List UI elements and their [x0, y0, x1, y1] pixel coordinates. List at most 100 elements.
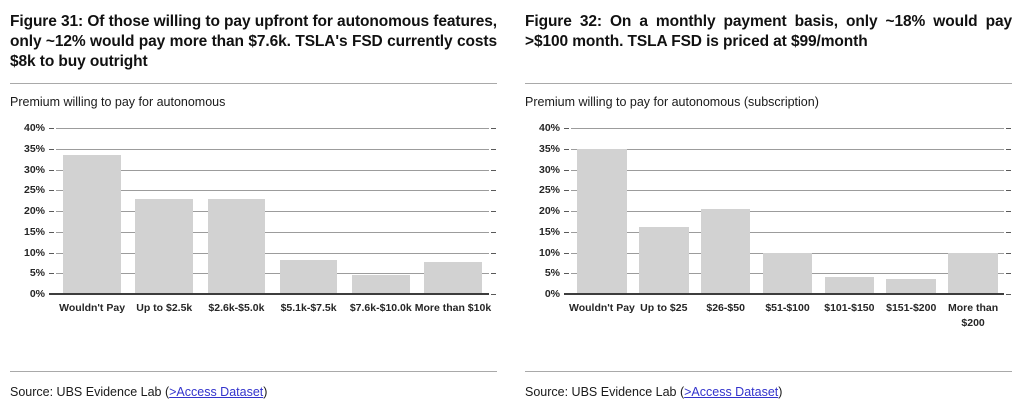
y-tick-label: 15% [538, 225, 560, 238]
gridline [571, 190, 1004, 192]
x-tick-label-text: $5.1k-$7.5k [280, 302, 337, 314]
x-tick-label-text: More than $10k [414, 302, 492, 314]
bar-slot [695, 128, 757, 294]
y-axis-tick [49, 211, 54, 212]
source-text: Source: UBS Evidence Lab ( [10, 385, 170, 399]
y-tick-label: 5% [544, 267, 560, 280]
y-axis-tick [564, 252, 569, 254]
bar-series [56, 128, 489, 294]
y-axis-tick [564, 231, 569, 233]
x-tick-label: $151-$200 [880, 301, 942, 330]
bar-slot [345, 128, 417, 294]
y-axis-tick [1006, 169, 1011, 171]
bar-slot [273, 128, 345, 294]
y-axis-tick [491, 148, 496, 150]
gridline [56, 148, 489, 150]
y-tick-label: 5% [29, 267, 45, 280]
y-tick-label: 30% [23, 163, 45, 176]
y-axis-tick [491, 190, 496, 192]
y-axis-tick [491, 169, 496, 171]
y-axis-tick [564, 190, 569, 192]
x-tick-label-text: Up to $25 [640, 302, 688, 314]
y-tick-label: 35% [538, 142, 560, 155]
y-axis-tick [49, 190, 54, 192]
y-axis-tick [1006, 294, 1011, 295]
bar-chart-upfront: 40% 35% 30% 25% 20% 15% 10% 5% 0% [10, 122, 497, 300]
y-axis-tick [1006, 273, 1011, 275]
x-tick-label: Up to $25 [633, 301, 695, 330]
x-tick-label: $5.1k-$7.5k [273, 301, 345, 316]
gridline [56, 252, 489, 254]
y-tick-label: 0% [29, 288, 45, 300]
source-line: Source: UBS Evidence Lab (>Access Datase… [525, 372, 1012, 413]
x-axis-line [49, 293, 489, 295]
y-tick-label: 0% [544, 288, 560, 300]
bar-slot [880, 128, 942, 294]
gridline [571, 148, 1004, 150]
y-axis-tick [491, 294, 496, 295]
bar [207, 199, 266, 294]
bar-chart-subscription: 40% 35% 30% 25% 20% 15% 10% 5% 0% [525, 122, 1012, 300]
bar [424, 262, 482, 294]
x-tick-label-text: $26-$50 [706, 302, 745, 314]
y-axis-tick [1006, 211, 1011, 212]
x-tick-label-text: $151-$200 [886, 302, 937, 314]
bar [948, 252, 998, 294]
y-tick-label: 25% [538, 184, 560, 197]
figure-32-title: Figure 32: On a monthly payment basis, o… [525, 13, 1012, 50]
y-tick-label: 20% [23, 205, 45, 217]
y-axis: 40% 35% 30% 25% 20% 15% 10% 5% 0% [10, 122, 48, 300]
footer-divider [10, 371, 497, 372]
gridline [571, 211, 1004, 212]
y-axis-tick [49, 231, 54, 233]
bar [700, 208, 751, 294]
figure-footer: Source: UBS Evidence Lab (>Access Datase… [525, 371, 1012, 413]
bar-slot [200, 128, 272, 294]
x-tick-label-text: $101-$150 [824, 302, 875, 314]
x-tick-label-text: $7.6k-$10.0k [349, 302, 412, 314]
x-tick-label-text: $2.6k-$5.0k [208, 302, 265, 314]
y-tick-label: 10% [538, 246, 560, 259]
x-tick-label: Wouldn't Pay [56, 301, 128, 316]
x-tick-label: $101-$150 [818, 301, 880, 330]
access-dataset-link[interactable]: >Access Dataset [169, 385, 264, 399]
gridline [56, 273, 489, 275]
x-tick-label: More than $10k [415, 301, 491, 316]
x-tick-label: Wouldn't Pay [569, 301, 635, 330]
y-tick-label: 30% [538, 163, 560, 176]
source-line: Source: UBS Evidence Lab (>Access Datase… [10, 372, 497, 413]
bar [639, 226, 689, 294]
y-axis-tick [49, 148, 54, 150]
gridline [571, 128, 1004, 129]
bar-slot [757, 128, 819, 294]
x-tick-label: More than $200 [942, 301, 1004, 330]
title-divider [525, 83, 1012, 84]
x-tick-label: $7.6k-$10.0k [345, 301, 417, 316]
x-axis-labels: Wouldn't Pay Up to $25 $26-$50 $51-$100 $101… [569, 294, 1004, 330]
chart-subtitle: Premium willing to pay for autonomous (s… [525, 95, 819, 109]
y-axis: 40% 35% 30% 25% 20% 15% 10% 5% 0% [525, 122, 563, 300]
gridline [56, 190, 489, 192]
x-tick-label-text: $51-$100 [765, 302, 810, 314]
y-axis-tick [49, 273, 54, 275]
bar [886, 278, 936, 294]
x-axis-labels: Wouldn't Pay Up to $2.5k $2.6k-$5.0k $5.1k-… [56, 294, 491, 316]
access-dataset-link[interactable]: >Access Dataset [684, 385, 779, 399]
chart-subtitle: Premium willing to pay for autonomous [10, 95, 226, 109]
x-tick-label: $26-$50 [695, 301, 757, 330]
bar [135, 198, 194, 294]
figure-footer: Source: UBS Evidence Lab (>Access Datase… [10, 371, 497, 413]
y-axis-tick [491, 231, 496, 233]
bar [577, 148, 627, 294]
title-divider [10, 83, 497, 84]
source-text: Source: UBS Evidence Lab ( [525, 385, 685, 399]
gridline [56, 128, 489, 129]
y-tick-label: 40% [538, 122, 560, 134]
y-axis-tick [1006, 190, 1011, 192]
y-axis-tick [49, 128, 54, 129]
gridline [56, 211, 489, 212]
x-tick-label: Up to $2.5k [128, 301, 200, 316]
figure-32: Figure 32: On a monthly payment basis, o… [525, 12, 1012, 413]
y-axis-tick [491, 252, 496, 254]
